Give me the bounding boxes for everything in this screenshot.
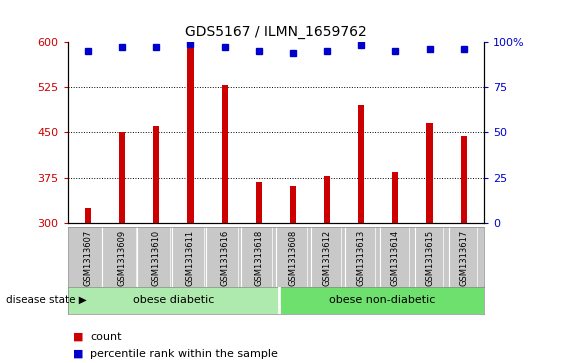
Bar [68, 287, 279, 314]
Bar [358, 105, 364, 223]
Text: GSM1313612: GSM1313612 [323, 230, 332, 286]
Text: GSM1313610: GSM1313610 [152, 230, 161, 286]
Bar [392, 172, 399, 223]
Text: disease state ▶: disease state ▶ [6, 294, 86, 305]
Text: obese diabetic: obese diabetic [133, 295, 214, 305]
Text: GSM1313608: GSM1313608 [288, 230, 297, 286]
Bar [426, 123, 432, 223]
Text: count: count [90, 332, 122, 342]
Bar [290, 186, 296, 223]
Text: GSM1313613: GSM1313613 [357, 230, 366, 286]
Bar [85, 208, 91, 223]
Text: GSM1313616: GSM1313616 [220, 230, 229, 286]
Bar [119, 132, 126, 223]
Bar [279, 287, 484, 314]
Text: GSM1313614: GSM1313614 [391, 230, 400, 286]
Text: ■: ■ [73, 349, 84, 359]
Bar [461, 135, 467, 223]
Text: GSM1313609: GSM1313609 [118, 230, 127, 286]
Bar [187, 48, 194, 223]
Text: GSM1313611: GSM1313611 [186, 230, 195, 286]
Text: percentile rank within the sample: percentile rank within the sample [90, 349, 278, 359]
Text: ■: ■ [73, 332, 84, 342]
Title: GDS5167 / ILMN_1659762: GDS5167 / ILMN_1659762 [185, 25, 367, 39]
Text: GSM1313618: GSM1313618 [254, 230, 263, 286]
Bar [256, 182, 262, 223]
Bar [153, 126, 159, 223]
Text: obese non-diabetic: obese non-diabetic [329, 295, 435, 305]
Bar [222, 85, 227, 223]
Text: GSM1313607: GSM1313607 [83, 230, 92, 286]
Text: GSM1313615: GSM1313615 [425, 230, 434, 286]
Text: GSM1313617: GSM1313617 [459, 230, 468, 286]
Bar [324, 176, 330, 223]
